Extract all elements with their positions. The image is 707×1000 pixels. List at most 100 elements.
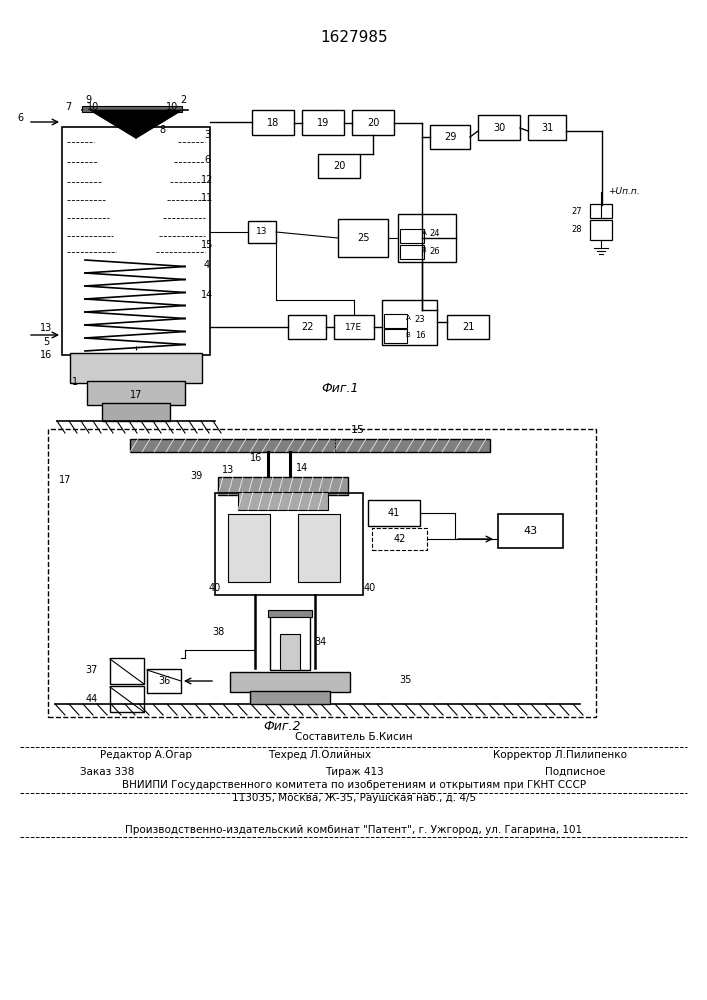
Bar bbox=[384, 314, 407, 328]
Text: 41: 41 bbox=[388, 508, 400, 518]
Text: 23: 23 bbox=[415, 314, 426, 324]
Bar bbox=[62, 127, 210, 355]
Text: ВНИИПИ Государственного комитета по изобретениям и открытиям при ГКНТ СССР: ВНИИПИ Государственного комитета по изоб… bbox=[122, 780, 586, 790]
Bar bbox=[48, 429, 596, 717]
Bar bbox=[298, 514, 340, 582]
Bar bbox=[238, 492, 328, 510]
Bar bbox=[280, 634, 300, 670]
Bar bbox=[302, 110, 344, 135]
Text: 38: 38 bbox=[212, 627, 224, 637]
Bar bbox=[248, 221, 276, 243]
Text: 15: 15 bbox=[201, 240, 214, 250]
Bar bbox=[215, 493, 363, 595]
Text: 27: 27 bbox=[571, 207, 582, 216]
Bar bbox=[147, 669, 181, 693]
Text: B: B bbox=[406, 332, 410, 338]
Bar bbox=[70, 353, 202, 383]
Bar bbox=[590, 204, 612, 218]
Text: Составитель Б.Кисин: Составитель Б.Кисин bbox=[296, 732, 413, 742]
Text: 44: 44 bbox=[86, 694, 98, 704]
Text: 19: 19 bbox=[317, 118, 329, 128]
Text: 25: 25 bbox=[357, 233, 369, 243]
Text: 13: 13 bbox=[222, 465, 234, 475]
Text: 1627985: 1627985 bbox=[320, 29, 388, 44]
Text: Подписное: Подписное bbox=[545, 767, 605, 777]
Bar bbox=[218, 477, 348, 495]
Text: 29: 29 bbox=[444, 132, 456, 142]
Bar bbox=[230, 672, 350, 692]
Text: 43: 43 bbox=[523, 526, 537, 536]
Text: 42: 42 bbox=[394, 534, 407, 544]
Text: 20: 20 bbox=[333, 161, 345, 171]
Bar bbox=[110, 658, 144, 684]
Text: 34: 34 bbox=[314, 637, 326, 647]
Text: 6: 6 bbox=[204, 155, 210, 165]
Text: Редактор А.Огар: Редактор А.Огар bbox=[100, 750, 192, 760]
Bar bbox=[528, 115, 566, 140]
Text: 5: 5 bbox=[43, 337, 49, 347]
Polygon shape bbox=[90, 110, 182, 138]
Text: 6: 6 bbox=[17, 113, 23, 123]
Text: 3: 3 bbox=[204, 130, 210, 140]
Text: 40: 40 bbox=[364, 583, 376, 593]
Text: 30: 30 bbox=[493, 123, 505, 133]
Text: 20: 20 bbox=[367, 118, 379, 128]
Text: 16: 16 bbox=[415, 332, 426, 340]
Text: Фиг.1: Фиг.1 bbox=[321, 381, 358, 394]
Text: +Uп.п.: +Uп.п. bbox=[608, 188, 640, 196]
Text: 17: 17 bbox=[130, 390, 142, 400]
Text: 22: 22 bbox=[300, 322, 313, 332]
Text: 11: 11 bbox=[201, 193, 213, 203]
Text: 16: 16 bbox=[250, 453, 262, 463]
Bar bbox=[318, 154, 360, 178]
Bar bbox=[228, 514, 270, 582]
Bar bbox=[110, 686, 144, 712]
Text: 113035, Москва, Ж-35, Раушская наб., д. 4/5: 113035, Москва, Ж-35, Раушская наб., д. … bbox=[232, 793, 476, 803]
Text: B: B bbox=[421, 247, 426, 253]
Text: 17: 17 bbox=[59, 475, 71, 485]
Text: Корректор Л.Пилипенко: Корректор Л.Пилипенко bbox=[493, 750, 627, 760]
Bar bbox=[590, 220, 612, 240]
Text: 2: 2 bbox=[180, 95, 186, 105]
Text: Заказ 338: Заказ 338 bbox=[80, 767, 134, 777]
Text: Производственно-издательский комбинат "Патент", г. Ужгород, ул. Гагарина, 101: Производственно-издательский комбинат "П… bbox=[125, 825, 583, 835]
Bar bbox=[478, 115, 520, 140]
Bar bbox=[498, 514, 563, 548]
Bar bbox=[400, 229, 424, 243]
Bar bbox=[382, 300, 437, 345]
Text: Тираж 413: Тираж 413 bbox=[325, 767, 383, 777]
Bar bbox=[384, 329, 407, 343]
Text: 4: 4 bbox=[204, 260, 210, 270]
Text: 13: 13 bbox=[40, 323, 52, 333]
Text: 28: 28 bbox=[571, 226, 582, 234]
Bar bbox=[430, 125, 470, 149]
Bar bbox=[130, 439, 490, 452]
Text: Техред Л.Олийных: Техред Л.Олийных bbox=[269, 750, 372, 760]
Bar bbox=[338, 219, 388, 257]
Text: 37: 37 bbox=[86, 665, 98, 675]
Text: 12: 12 bbox=[201, 175, 214, 185]
Text: 39: 39 bbox=[190, 471, 202, 481]
Text: 8: 8 bbox=[159, 125, 165, 135]
Bar bbox=[398, 214, 456, 262]
Text: 24: 24 bbox=[430, 230, 440, 238]
Bar bbox=[368, 500, 420, 526]
Text: 10: 10 bbox=[87, 102, 99, 112]
Text: 16: 16 bbox=[40, 350, 52, 360]
Bar bbox=[447, 315, 489, 339]
Text: 13: 13 bbox=[256, 228, 268, 236]
Text: 17Е: 17Е bbox=[346, 322, 363, 332]
Text: 10: 10 bbox=[166, 102, 178, 112]
Bar bbox=[372, 528, 427, 550]
Text: 26: 26 bbox=[430, 246, 440, 255]
Text: Фиг.2: Фиг.2 bbox=[263, 720, 300, 732]
Text: 1: 1 bbox=[72, 377, 78, 387]
Bar bbox=[268, 610, 312, 617]
Text: 7: 7 bbox=[65, 102, 71, 112]
Bar bbox=[400, 245, 424, 259]
Text: 40: 40 bbox=[209, 583, 221, 593]
Bar bbox=[102, 403, 170, 421]
Text: 15: 15 bbox=[351, 425, 365, 435]
Bar bbox=[87, 381, 185, 405]
Text: 18: 18 bbox=[267, 118, 279, 128]
